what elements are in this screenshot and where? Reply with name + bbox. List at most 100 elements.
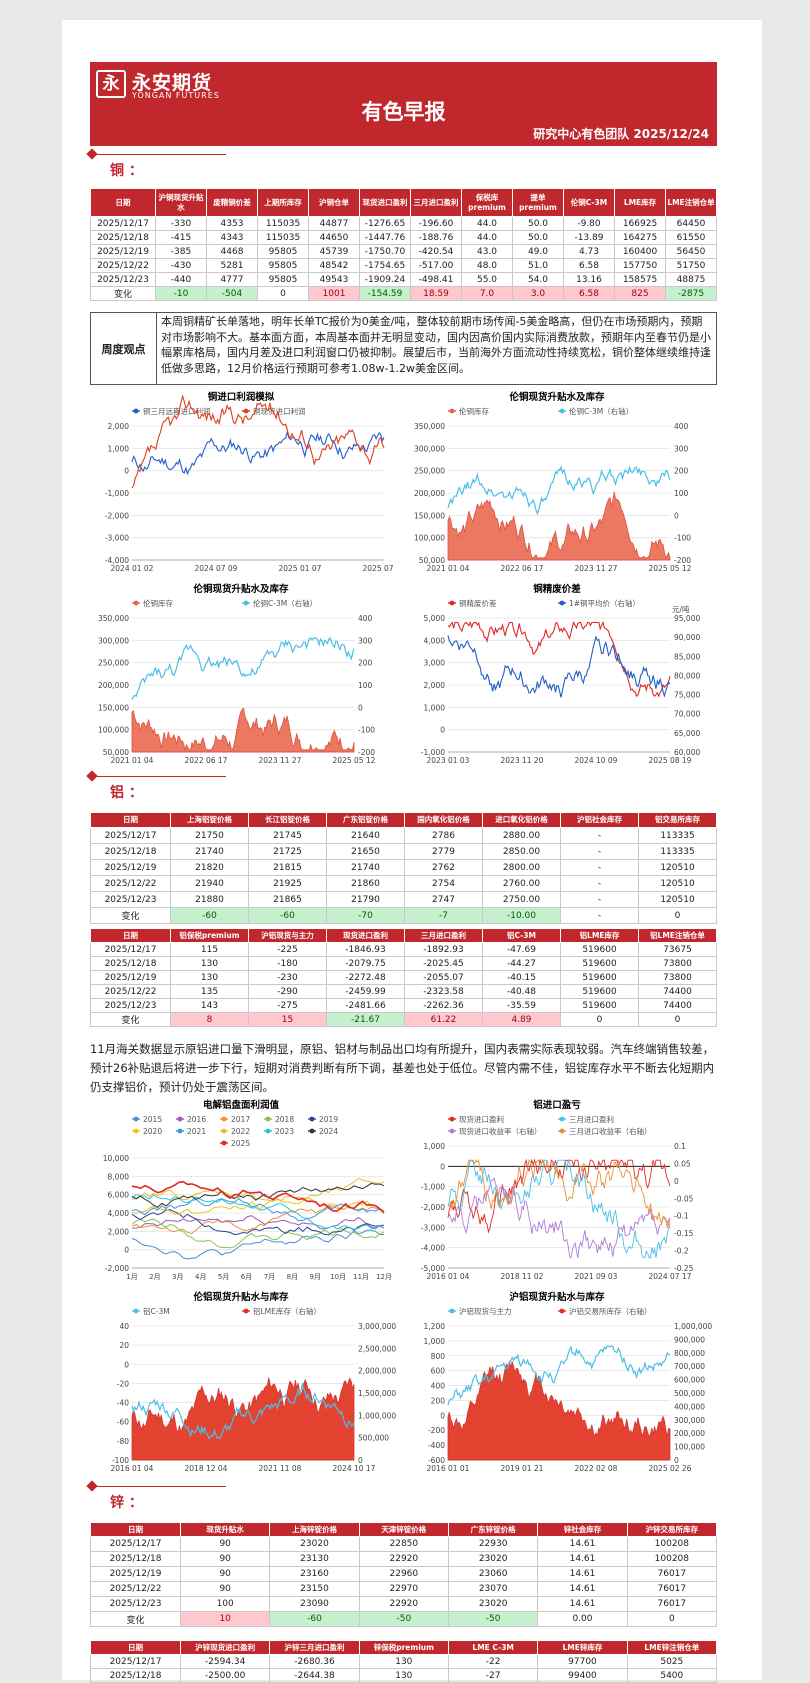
- x-tick-label: 2025 08 19: [649, 756, 692, 765]
- table-cell: -2055.07: [404, 970, 483, 985]
- table-cell: 22850: [358, 1536, 449, 1552]
- table-row: 2025/12/23 100 23090 22920 23020 14.61 76017: [90, 1596, 718, 1612]
- x-tick-label: 2022 06 17: [501, 564, 544, 573]
- y-tick-label: 1,000: [424, 1142, 446, 1151]
- y2-tick-label: 300: [358, 636, 373, 645]
- legend-marker: [449, 1116, 455, 1122]
- table-cell: 2025/12/22: [90, 258, 156, 273]
- table-cell: 21725: [248, 843, 327, 860]
- table-cell: 120510: [638, 891, 717, 908]
- legend-label: 三月进口盈利: [569, 1114, 614, 1124]
- spread-line: [131, 1382, 355, 1440]
- table-cell: 4468: [206, 244, 258, 259]
- table-row: 2025/12/17 21750 21745 21640 2786 2880.00-113…: [90, 827, 717, 844]
- x-tick-label: 6月: [241, 1273, 252, 1281]
- zinc-price-table: 日期 现货升贴水 上海锌锭价格 天津锌锭价格 广东锌锭价格 锌社会库存 沪锌交易…: [90, 1522, 718, 1627]
- table-cell: 55.0: [461, 272, 513, 287]
- y-tick-label: 1,200: [424, 1322, 446, 1331]
- table-cell: -2459.99: [326, 984, 405, 999]
- y-tick-label: 2,000: [424, 681, 446, 690]
- y-tick-label: 20: [119, 1341, 129, 1350]
- table-cell: -2323.58: [404, 984, 483, 999]
- header-cell: 锌保税premium: [358, 1640, 449, 1655]
- y2-tick-label: 300: [674, 444, 689, 453]
- y-tick-label: 8,000: [108, 1172, 130, 1181]
- copper-weekly-view: 周度观点 本周铜精矿长单落地，明年长单TC报价为0美金/吨，整体较前期市场传闻-…: [90, 312, 717, 385]
- season-line: [131, 1204, 385, 1235]
- header-cell: 日期: [90, 812, 171, 828]
- table-cell: 21790: [326, 891, 405, 908]
- table-cell: 2025/12/18: [90, 1668, 181, 1683]
- legend-marker: [221, 1116, 227, 1122]
- table-cell: -47.69: [482, 942, 561, 957]
- table-cell: 130: [170, 956, 249, 971]
- table-cell: 51.0: [512, 258, 564, 273]
- x-tick-label: 2024 01 02: [111, 564, 154, 573]
- y-tick-label: -2,000: [105, 1264, 129, 1273]
- table-cell: 21925: [248, 875, 327, 892]
- table-cell: 130: [358, 1654, 449, 1669]
- table-cell: 23070: [447, 1581, 539, 1597]
- table-cell: 74400: [638, 984, 717, 999]
- legend-marker: [243, 600, 249, 606]
- x-tick-label: 2022 02 08: [575, 1464, 618, 1473]
- y2-tick-label: 0: [358, 703, 363, 712]
- legend-marker: [559, 600, 565, 606]
- chart-title: 伦铜现货升贴水及库存: [193, 583, 289, 595]
- table-cell: 14.61: [537, 1596, 628, 1612]
- legend-label: 2016: [187, 1115, 206, 1124]
- table-cell: 2025/12/22: [90, 875, 171, 892]
- header-cell: 铝保税premium: [170, 928, 249, 943]
- change-cell: 0: [638, 1012, 717, 1027]
- season-line: [131, 1198, 385, 1222]
- y-tick-label: -20: [117, 1379, 129, 1388]
- change-cell: 变化: [90, 1611, 181, 1627]
- y2-tick-label: -0.2: [674, 1247, 689, 1256]
- aluminum-smelting-profit-chart: 电解铝盘面利润值 2015 2016 2017 2018 2019 2020 2021 2022…: [86, 1096, 396, 1284]
- season-line: [131, 1182, 385, 1208]
- table-cell: -: [560, 843, 639, 860]
- season-line: [131, 1229, 385, 1260]
- x-tick-label: 2025 05 12: [333, 756, 376, 765]
- table-cell: -2079.75: [326, 956, 405, 971]
- y-tick-label: 50,000: [419, 556, 445, 565]
- table-cell: 49.0: [512, 244, 564, 259]
- table-cell: 95805: [257, 272, 309, 287]
- table-cell: -22: [447, 1654, 539, 1669]
- x-tick-label: 1月: [126, 1273, 137, 1281]
- yongan-logo-icon: 永: [96, 70, 126, 98]
- table-cell: 2025/12/18: [90, 1551, 181, 1567]
- table-row: 2025/12/19 90 23160 22960 23060 14.61 76017: [90, 1566, 718, 1582]
- header-cell: 进口氧化铝价格: [482, 812, 561, 828]
- y-tick-label: -3,000: [421, 1223, 445, 1232]
- table-cell: 21640: [326, 827, 405, 844]
- y-tick-label: 350,000: [98, 614, 129, 623]
- table-cell: 61550: [665, 230, 717, 245]
- table-row: 2025/12/17 -2594.34 -2680.36 130 -22 97700 502…: [90, 1654, 718, 1669]
- header-cell: 上海铝锭价格: [170, 812, 249, 828]
- table-cell: -440: [155, 272, 207, 287]
- change-row: 变化 10 -60 -50 -50 0.00 0: [90, 1611, 718, 1627]
- legend-marker: [265, 1128, 271, 1134]
- legend-label: 2020: [143, 1127, 162, 1136]
- x-tick-label: 2023 11 27: [575, 564, 618, 573]
- change-cell: 0: [560, 1012, 639, 1027]
- header-cell: LME库存: [614, 188, 666, 217]
- y-tick-label: 0: [124, 467, 129, 476]
- table-cell: 519600: [560, 970, 639, 985]
- zinc-spread-table: 日期 沪锌现货进口盈利 沪锌三月进口盈利 锌保税premium LME C-3M…: [90, 1640, 718, 1683]
- table-cell: 4343: [206, 230, 258, 245]
- lme-copper-spread-inventory-chart-2: 伦铜现货升贴水及库存 伦铜库存 伦铜C-3M（右轴） 350,000 300,000 25…: [86, 580, 396, 768]
- y2-tick-label: 800,000: [674, 1349, 705, 1358]
- legend-marker: [243, 408, 249, 414]
- table-cell: 21820: [170, 859, 249, 876]
- spread-line: [131, 637, 355, 700]
- y-tick-label: 800: [431, 1352, 446, 1361]
- copper-import-profit-chart: 铜进口利润模拟 铜三月远期进口利润 铜现货进口利润 2,000 1,000 0 -1,000…: [86, 388, 396, 576]
- legend-label: 2017: [231, 1115, 250, 1124]
- table-row: 2025/12/18 -415 4343 115035 44650 -1447.76 -18…: [90, 230, 717, 245]
- change-cell: 10: [179, 1611, 271, 1627]
- table-cell: 2025/12/22: [90, 1581, 181, 1597]
- table-cell: 90: [179, 1536, 271, 1552]
- aluminum-spread-table: 日期 铝保税premium 沪铝现货与主力 现货进口盈利 三月进口盈利 铝C-3…: [90, 928, 717, 1027]
